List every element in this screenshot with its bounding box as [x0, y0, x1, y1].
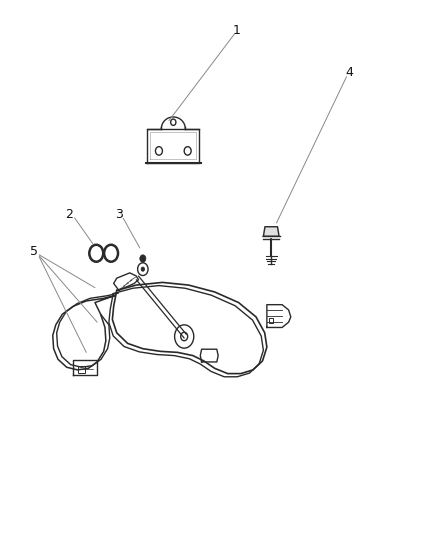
Circle shape	[140, 255, 146, 262]
Circle shape	[141, 267, 145, 271]
Text: 5: 5	[30, 245, 38, 258]
Polygon shape	[263, 227, 279, 236]
Bar	[269, 318, 273, 323]
Text: 1: 1	[233, 24, 240, 37]
Text: 2: 2	[65, 208, 73, 221]
Text: 3: 3	[115, 208, 123, 221]
Text: 4: 4	[346, 67, 353, 79]
Bar	[78, 366, 85, 373]
